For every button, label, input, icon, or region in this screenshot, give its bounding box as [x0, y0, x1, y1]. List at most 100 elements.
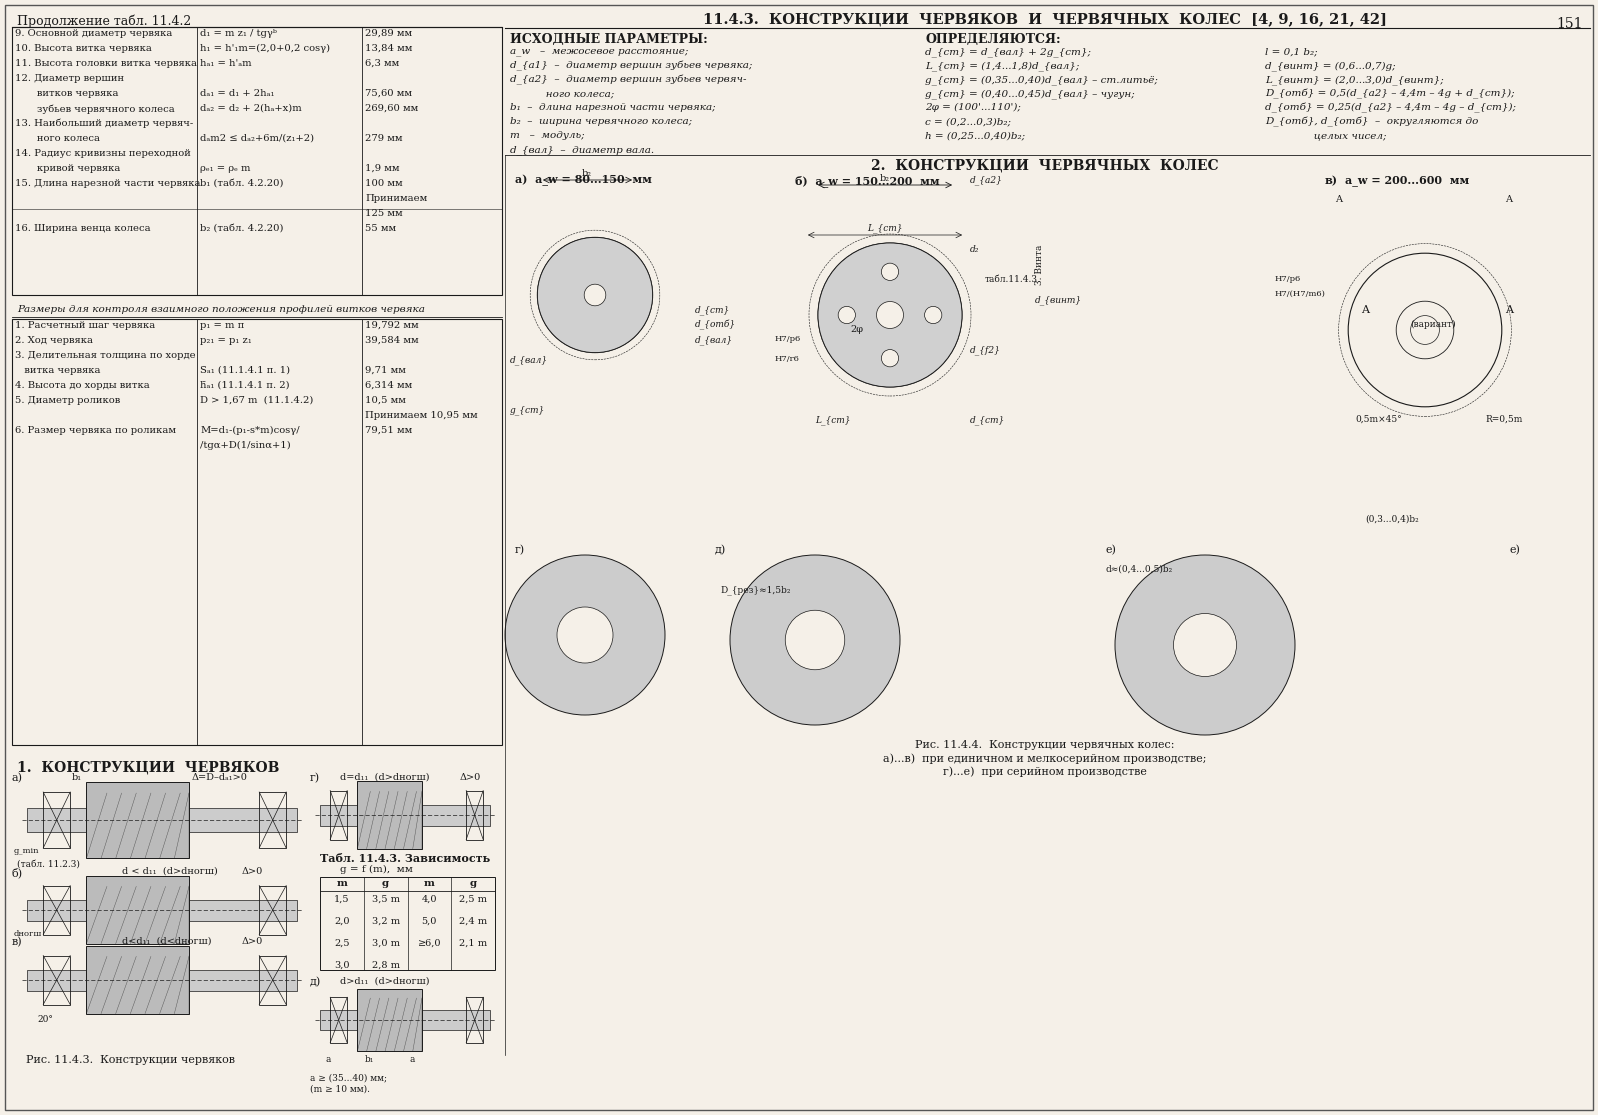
- Text: d_{вал}: d_{вал}: [695, 334, 733, 345]
- Text: A: A: [1505, 195, 1512, 204]
- Text: 2. Ход червяка: 2. Ход червяка: [14, 336, 93, 345]
- Text: g: g: [470, 879, 476, 888]
- Text: A: A: [1361, 306, 1369, 316]
- Text: зубьев червячного колеса: зубьев червячного колеса: [14, 104, 174, 114]
- Text: Размеры для контроля взаимного положения профилей витков червяка: Размеры для контроля взаимного положения…: [18, 306, 425, 314]
- Text: D_{отб} = 0,5(d_{a2} – 4,4m – 4g + d_{cm});: D_{отб} = 0,5(d_{a2} – 4,4m – 4g + d_{cm…: [1266, 89, 1515, 99]
- Text: 16. Ширина венца колеса: 16. Ширина венца колеса: [14, 224, 150, 233]
- Text: L_{винт} = (2,0...3,0)d_{винт};: L_{винт} = (2,0...3,0)d_{винт};: [1266, 75, 1443, 85]
- Circle shape: [730, 555, 900, 725]
- Text: dₐm2 ≤ dₐ₂+6m/(z₁+2): dₐm2 ≤ dₐ₂+6m/(z₁+2): [200, 134, 315, 143]
- Text: b₁: b₁: [364, 1055, 374, 1064]
- Text: в): в): [1325, 175, 1338, 186]
- Text: 3,5 m: 3,5 m: [372, 895, 400, 904]
- Text: d_{отб} = 0,25(d_{a2} – 4,4m – 4g – d_{cm});: d_{отб} = 0,25(d_{a2} – 4,4m – 4g – d_{c…: [1266, 103, 1517, 114]
- Text: табл.11.4.3: табл.11.4.3: [984, 275, 1039, 284]
- Text: d < d₁₁  (d>dногш): d < d₁₁ (d>dногш): [121, 867, 217, 876]
- Text: 6,3 мм: 6,3 мм: [364, 59, 400, 68]
- Bar: [259, 792, 286, 849]
- Text: H7/(H7/m6): H7/(H7/m6): [1275, 290, 1326, 298]
- Text: d<d₁₁  (d<dногш): d<d₁₁ (d<dногш): [121, 937, 211, 946]
- Text: д): д): [714, 545, 725, 555]
- Text: d_{a2}  –  диаметр вершин зубьев червяч-: d_{a2} – диаметр вершин зубьев червяч-: [510, 75, 746, 85]
- Text: g: g: [382, 879, 390, 888]
- Text: ного колеса: ного колеса: [14, 134, 101, 143]
- Text: d₁ = m z₁ / tgγᵇ: d₁ = m z₁ / tgγᵇ: [200, 29, 276, 38]
- Text: 2,0: 2,0: [334, 917, 350, 925]
- Text: 5. Диаметр роликов: 5. Диаметр роликов: [14, 396, 120, 405]
- Text: Рис. 11.4.4.  Конструкции червячных колес:: Рис. 11.4.4. Конструкции червячных колес…: [916, 740, 1175, 750]
- Text: 9. Основной диаметр червяка: 9. Основной диаметр червяка: [14, 29, 173, 38]
- Text: hₐ₁ = h'ₐm: hₐ₁ = h'ₐm: [200, 59, 251, 68]
- Text: а)...в)  при единичном и мелкосерийном производстве;: а)...в) при единичном и мелкосерийном пр…: [884, 753, 1206, 764]
- Bar: [27, 808, 297, 832]
- Text: L_{cm}: L_{cm}: [815, 415, 850, 425]
- Text: g = f (m),  мм: g = f (m), мм: [340, 865, 412, 874]
- Bar: [259, 885, 286, 934]
- Text: H7/p6: H7/p6: [775, 334, 801, 343]
- Text: D_{рез}≈1,5b₂: D_{рез}≈1,5b₂: [721, 585, 791, 594]
- Text: 1,5: 1,5: [334, 895, 350, 904]
- Text: а): а): [13, 773, 22, 784]
- Text: 125 мм: 125 мм: [364, 209, 403, 219]
- Text: Рис. 11.4.3.  Конструкции червяков: Рис. 11.4.3. Конструкции червяков: [26, 1055, 235, 1065]
- Text: g_{cm}: g_{cm}: [510, 405, 545, 415]
- Text: г): г): [515, 545, 526, 555]
- Bar: [27, 900, 297, 921]
- Text: Δ>0: Δ>0: [460, 773, 481, 782]
- Text: D_{отб}, d_{отб}  –  округляются до: D_{отб}, d_{отб} – округляются до: [1266, 117, 1478, 127]
- Text: 0,5m×45°: 0,5m×45°: [1355, 415, 1401, 424]
- Text: 13,84 мм: 13,84 мм: [364, 43, 412, 54]
- Text: dₐ₂ = d₂ + 2(hₐ+x)m: dₐ₂ = d₂ + 2(hₐ+x)m: [200, 104, 302, 113]
- Circle shape: [925, 307, 941, 323]
- Circle shape: [585, 284, 606, 306]
- Text: a_w = 200...600  мм: a_w = 200...600 мм: [1346, 175, 1469, 186]
- Text: m: m: [337, 879, 347, 888]
- Text: a ≥ (35...40) мм;: a ≥ (35...40) мм;: [310, 1073, 387, 1082]
- Text: витков червяка: витков червяка: [14, 89, 118, 98]
- Text: 11. Высота головки витка червяка: 11. Высота головки витка червяка: [14, 59, 197, 68]
- Text: 2φ: 2φ: [850, 324, 863, 334]
- Text: l = 0,1 b₂;: l = 0,1 b₂;: [1266, 47, 1318, 56]
- Text: (m ≥ 10 мм).: (m ≥ 10 мм).: [310, 1085, 371, 1094]
- Text: (0,3...0,4)b₂: (0,3...0,4)b₂: [1365, 515, 1419, 524]
- Text: g_{cm} = (0,35...0,40)d_{вал} – ст.литьё;: g_{cm} = (0,35...0,40)d_{вал} – ст.литьё…: [925, 75, 1159, 85]
- Text: 2.  КОНСТРУКЦИИ  ЧЕРВЯЧНЫХ  КОЛЕС: 2. КОНСТРУКЦИИ ЧЕРВЯЧНЫХ КОЛЕС: [871, 159, 1219, 173]
- Text: dₐ₁ = d₁ + 2hₐ₁: dₐ₁ = d₁ + 2hₐ₁: [200, 89, 275, 98]
- Text: H7/p6: H7/p6: [1275, 275, 1301, 283]
- Text: Δ>0: Δ>0: [241, 937, 264, 946]
- Text: d_{вал}  –  диаметр вала.: d_{вал} – диаметр вала.: [510, 145, 654, 155]
- Text: е): е): [1104, 545, 1115, 555]
- Bar: [320, 1010, 491, 1030]
- Text: г)...е)  при серийном производстве: г)...е) при серийном производстве: [943, 766, 1147, 776]
- Text: 2,1 m: 2,1 m: [459, 939, 487, 948]
- Bar: [43, 885, 70, 934]
- Circle shape: [1173, 613, 1237, 677]
- Text: д): д): [310, 977, 321, 987]
- Text: b₂  –  ширина червячного колеса;: b₂ – ширина червячного колеса;: [510, 117, 692, 126]
- Text: целых чисел;: целых чисел;: [1266, 130, 1387, 140]
- Text: 2,5 m: 2,5 m: [459, 895, 487, 904]
- Text: 100 мм: 100 мм: [364, 180, 403, 188]
- Text: г): г): [310, 773, 320, 784]
- Text: 151: 151: [1556, 17, 1584, 31]
- Circle shape: [785, 610, 845, 670]
- Text: d_{винт}: d_{винт}: [1036, 295, 1082, 304]
- Text: m   –  модуль;: m – модуль;: [510, 130, 585, 140]
- Text: ОПРЕДЕЛЯЮТСЯ:: ОПРЕДЕЛЯЮТСЯ:: [925, 33, 1061, 46]
- Text: 1,9 мм: 1,9 мм: [364, 164, 400, 173]
- Bar: [467, 791, 483, 840]
- Text: g_{cm} = (0,40...0,45)d_{вал} – чугун;: g_{cm} = (0,40...0,45)d_{вал} – чугун;: [925, 89, 1135, 99]
- Text: 20°: 20°: [37, 1015, 53, 1024]
- Circle shape: [882, 263, 898, 281]
- Text: d_{a1}  –  диаметр вершин зубьев червяка;: d_{a1} – диаметр вершин зубьев червяка;: [510, 61, 753, 71]
- Text: /tgα+D(1/sinα+1): /tgα+D(1/sinα+1): [200, 442, 291, 450]
- Text: d_{f2}: d_{f2}: [970, 345, 1000, 355]
- Text: A: A: [1505, 306, 1513, 316]
- Text: 3. Винта: 3. Винта: [1036, 245, 1043, 285]
- Text: 11.4.3.  КОНСТРУКЦИИ  ЧЕРВЯКОВ  И  ЧЕРВЯЧНЫХ  КОЛЕС  [4, 9, 16, 21, 42]: 11.4.3. КОНСТРУКЦИИ ЧЕРВЯКОВ И ЧЕРВЯЧНЫХ…: [703, 12, 1387, 26]
- Circle shape: [839, 307, 855, 323]
- Bar: [320, 878, 495, 970]
- Text: S̄ₐ₁ (11.1.4.1 п. 1): S̄ₐ₁ (11.1.4.1 п. 1): [200, 366, 291, 375]
- Text: d>d₁₁  (d>dногш): d>d₁₁ (d>dногш): [340, 977, 430, 986]
